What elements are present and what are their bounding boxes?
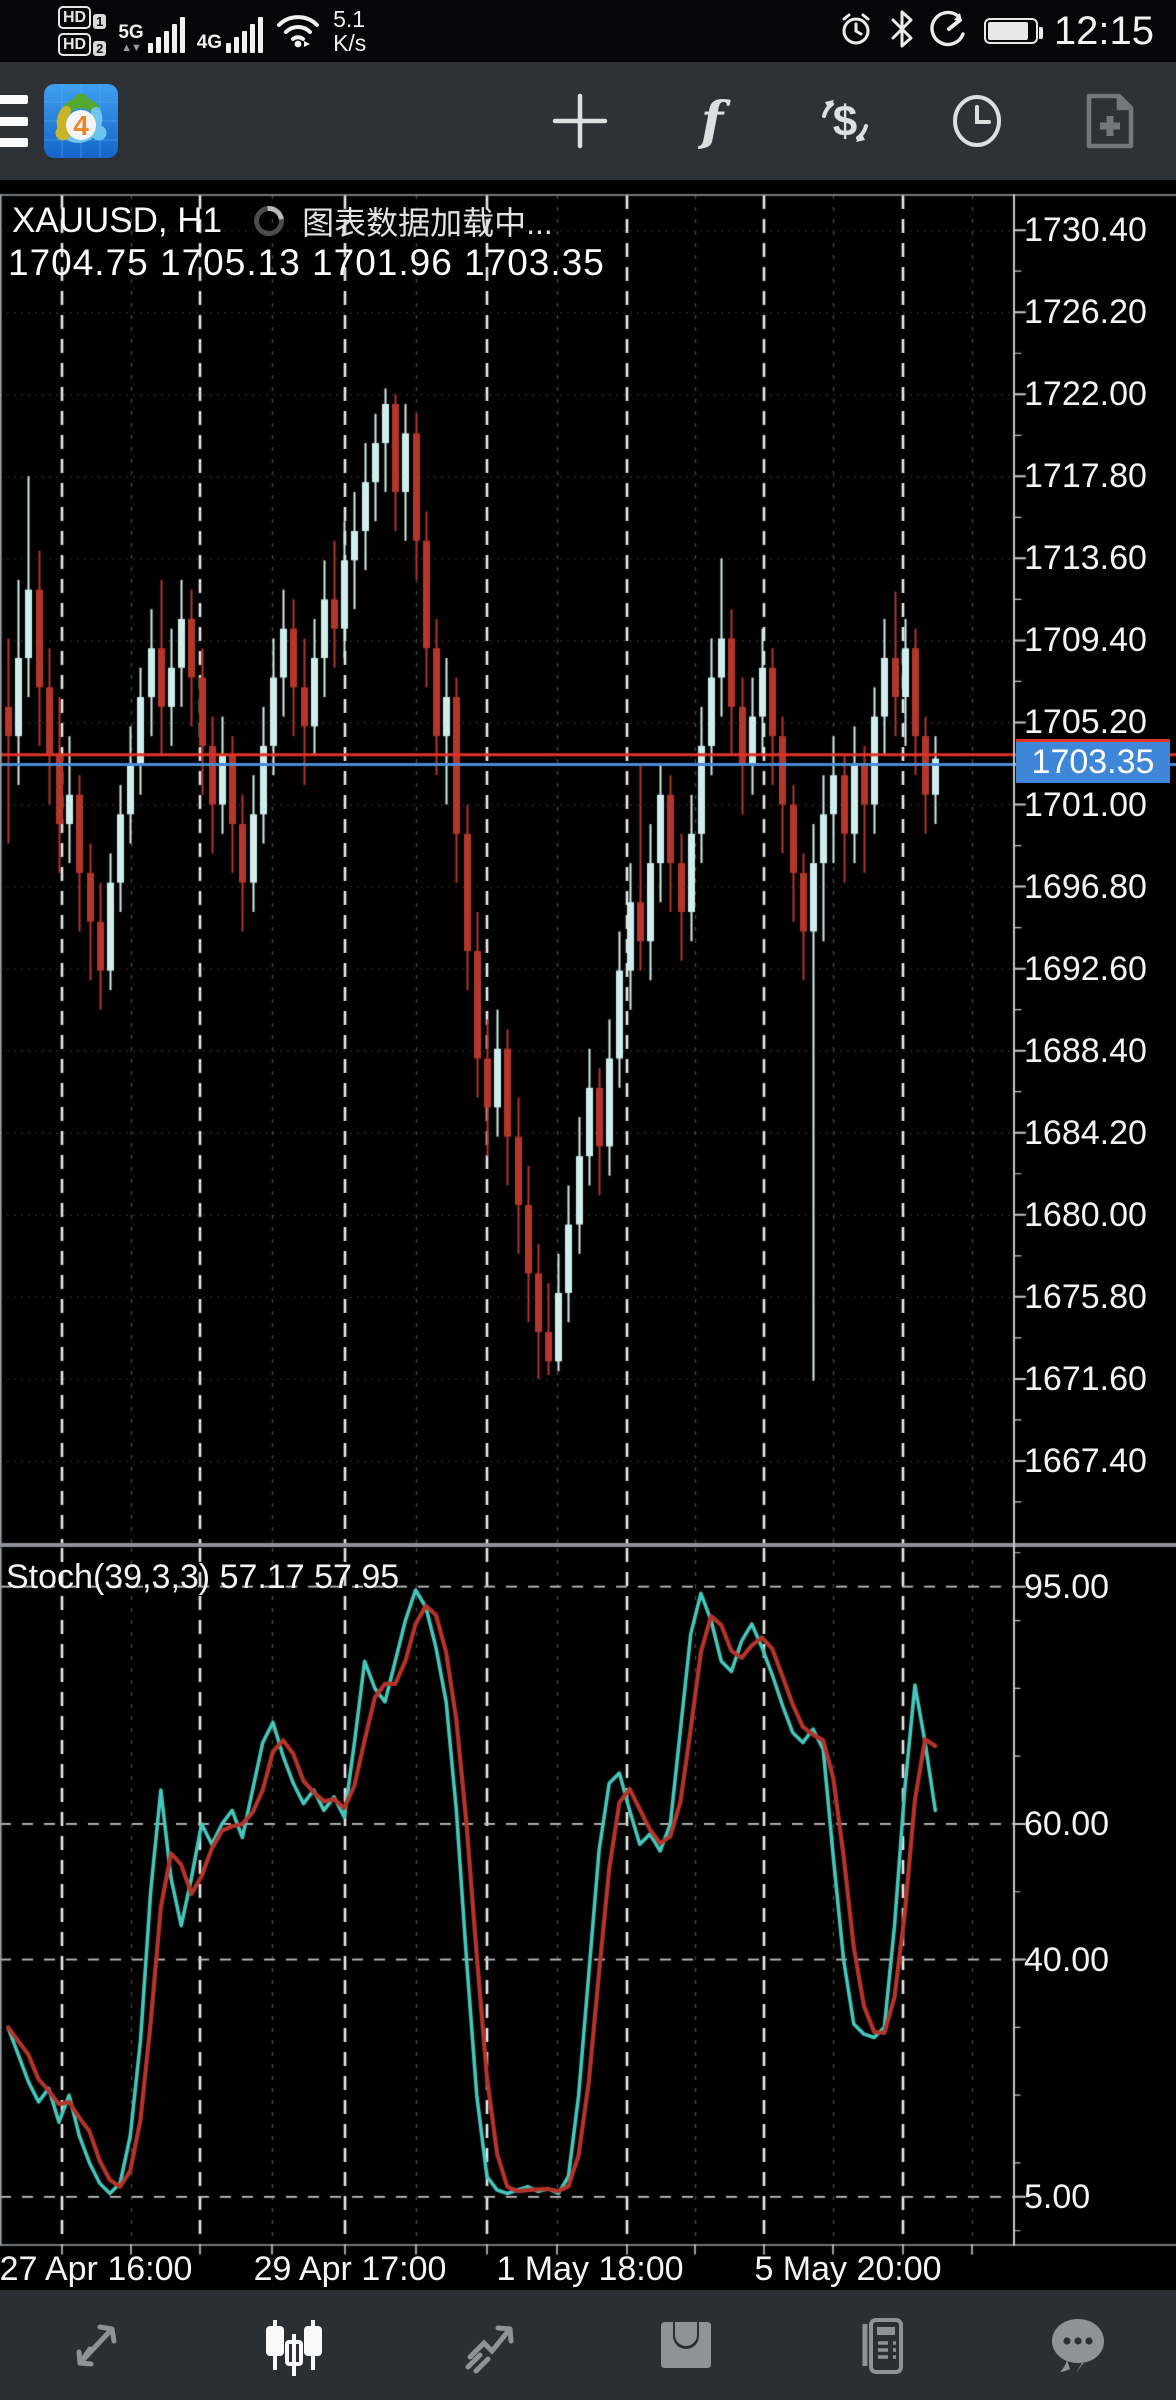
current-price-badge: 1703.35 bbox=[1016, 738, 1170, 783]
hd2-label: HD bbox=[58, 33, 92, 56]
time-tick-label: 1 May 18:00 bbox=[496, 2250, 684, 2288]
function-f-icon: f bbox=[700, 90, 724, 152]
price-tick-label: 1692.60 bbox=[1024, 949, 1147, 988]
nav-messages-button[interactable] bbox=[980, 2290, 1176, 2400]
nav-history-button[interactable] bbox=[588, 2290, 784, 2400]
chart-header: XAUUSD, H1 图表数据加载中... bbox=[12, 198, 553, 244]
net1-arrows-icon: ▲▼ bbox=[121, 42, 142, 54]
signal-5g-icon: 5G ▲▼ bbox=[118, 9, 185, 54]
nav-quotes-button[interactable] bbox=[0, 2290, 196, 2400]
mt4-logo[interactable]: 4 bbox=[44, 84, 118, 158]
trade-dollar-button[interactable]: $ bbox=[790, 62, 900, 180]
price-tick-label: 1684.20 bbox=[1024, 1113, 1147, 1152]
price-tick-label: 1667.40 bbox=[1024, 1441, 1147, 1480]
clock-time: 12:15 bbox=[1053, 8, 1154, 53]
status-right-group: 12:15 bbox=[838, 0, 1154, 62]
time-tick-label: 5 May 20:00 bbox=[754, 2250, 942, 2288]
stoch-tick-label: 5.00 bbox=[1024, 2177, 1091, 2216]
menu-hamburger-button[interactable] bbox=[0, 95, 28, 147]
symbol-timeframe-title: XAUUSD, H1 bbox=[12, 201, 223, 240]
loading-status-text: 图表数据加载中... bbox=[302, 205, 553, 241]
nav-news-button[interactable] bbox=[784, 2290, 980, 2400]
price-chart-canvas[interactable] bbox=[0, 180, 1176, 2290]
loading-spinner-icon bbox=[248, 199, 291, 243]
time-tick-label: 29 Apr 17:00 bbox=[253, 2250, 447, 2288]
current-price-value: 1703.35 bbox=[1031, 742, 1155, 781]
price-tick-label: 1730.40 bbox=[1024, 211, 1147, 250]
nav-charts-button[interactable] bbox=[196, 2290, 392, 2400]
price-tick-label: 1675.80 bbox=[1024, 1277, 1147, 1316]
alarm-icon bbox=[838, 11, 874, 52]
speed-value: 5.1 bbox=[333, 6, 366, 32]
bottom-navigation bbox=[0, 2290, 1176, 2400]
history-clock-button[interactable] bbox=[922, 62, 1032, 180]
price-tick-label: 1726.20 bbox=[1024, 293, 1147, 332]
toolbar: 4 f $ bbox=[0, 62, 1176, 180]
net1-label: 5G bbox=[118, 22, 144, 43]
status-bar: HD 1 HD 2 5G ▲▼ 4G bbox=[0, 0, 1176, 62]
data-saver-icon bbox=[930, 10, 968, 53]
price-tick-label: 1671.60 bbox=[1024, 1359, 1147, 1398]
bluetooth-icon bbox=[890, 10, 914, 53]
hd-indicators: HD 1 HD 2 bbox=[58, 6, 107, 56]
wifi-icon bbox=[275, 9, 321, 54]
hd2-sub: 2 bbox=[93, 41, 107, 56]
svg-text:$: $ bbox=[833, 97, 857, 146]
crosshair-button[interactable] bbox=[525, 62, 635, 180]
chart-region: XAUUSD, H1 图表数据加载中... 1704.75 1705.13 17… bbox=[0, 180, 1176, 2290]
price-tick-label: 1701.00 bbox=[1024, 785, 1147, 824]
net2-label: 4G bbox=[196, 32, 223, 53]
indicators-button[interactable]: f bbox=[657, 62, 767, 180]
price-tick-label: 1696.80 bbox=[1024, 867, 1147, 906]
price-tick-label: 1713.60 bbox=[1024, 539, 1147, 578]
speed-unit: K/s bbox=[333, 30, 367, 56]
svg-text:4: 4 bbox=[73, 110, 89, 141]
hd1-icon: HD 1 bbox=[58, 6, 107, 29]
signal-4g-icon: 4G bbox=[196, 9, 264, 53]
battery-icon bbox=[983, 18, 1043, 44]
stoch-tick-label: 95.00 bbox=[1024, 1567, 1110, 1606]
hd2-icon: HD 2 bbox=[58, 33, 107, 56]
price-tick-label: 1722.00 bbox=[1024, 375, 1147, 414]
nav-trade-button[interactable] bbox=[392, 2290, 588, 2400]
price-tick-label: 1705.20 bbox=[1024, 703, 1147, 742]
stochastic-indicator-label: Stoch(39,3,3) 57.17 57.95 bbox=[6, 1558, 399, 1597]
network-speed: 5.1 K/s bbox=[333, 7, 366, 55]
new-order-button[interactable] bbox=[1055, 62, 1165, 180]
stoch-d-value: 57.95 bbox=[314, 1558, 400, 1596]
time-tick-label: 27 Apr 16:00 bbox=[0, 2250, 193, 2288]
price-tick-label: 1717.80 bbox=[1024, 457, 1147, 496]
ohlc-values: 1704.75 1705.13 1701.96 1703.35 bbox=[8, 242, 605, 283]
hd1-label: HD bbox=[58, 6, 92, 29]
hd1-sub: 1 bbox=[93, 14, 107, 29]
stoch-tick-label: 60.00 bbox=[1024, 1804, 1110, 1843]
price-tick-label: 1688.40 bbox=[1024, 1031, 1147, 1070]
stoch-name: Stoch(39,3,3) bbox=[6, 1558, 211, 1596]
price-tick-label: 1680.00 bbox=[1024, 1195, 1147, 1234]
price-tick-label: 1709.40 bbox=[1024, 621, 1147, 660]
stoch-tick-label: 40.00 bbox=[1024, 1940, 1110, 1979]
status-left-group: HD 1 HD 2 5G ▲▼ 4G bbox=[58, 0, 366, 62]
stoch-k-value: 57.17 bbox=[219, 1558, 305, 1596]
